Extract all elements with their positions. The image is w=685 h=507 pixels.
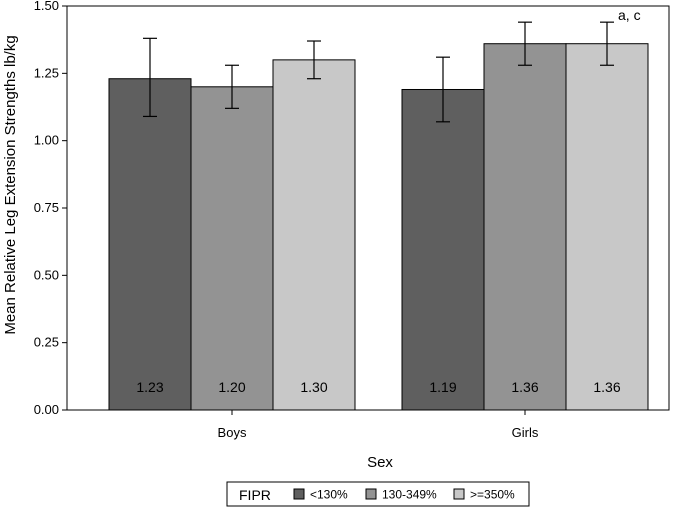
- x-axis: Boys Girls: [218, 410, 539, 440]
- y-tick-label: 0.50: [34, 267, 59, 282]
- y-axis-title: Mean Relative Leg Extension Strengths lb…: [2, 35, 19, 334]
- y-tick-label: 1.50: [34, 0, 59, 13]
- bar: [565, 43, 649, 411]
- y-tick-label: 0.75: [34, 200, 59, 215]
- plot-area: 1.23 1.20 1.30 1.19 1.36 1.36 a, c: [66, 5, 670, 411]
- x-tick-label: Girls: [512, 425, 539, 440]
- y-axis: 0.00 0.25 0.50 0.75 1.00 1.25 1.50: [34, 0, 67, 417]
- bar-value-label: 1.36: [593, 379, 620, 395]
- legend-label: <130%: [310, 488, 348, 502]
- legend-label: 130-349%: [382, 488, 437, 502]
- y-tick-label: 0.00: [34, 402, 59, 417]
- bar-value-label: 1.30: [300, 379, 327, 395]
- bar-value-label: 1.19: [429, 379, 456, 395]
- legend-swatch: [365, 488, 377, 500]
- legend-label: >=350%: [470, 488, 515, 502]
- legend-title: FIPR: [239, 487, 271, 503]
- x-tick-label: Boys: [218, 425, 247, 440]
- significance-annotation: a, c: [618, 7, 641, 23]
- bar-value-label: 1.20: [218, 379, 245, 395]
- bar: [483, 43, 567, 411]
- y-tick-label: 1.00: [34, 133, 59, 148]
- bar: [190, 86, 274, 411]
- bar: [108, 78, 192, 411]
- y-tick-label: 1.25: [34, 65, 59, 80]
- legend-box: [226, 481, 530, 507]
- y-tick-label: 0.25: [34, 335, 59, 350]
- legend-swatch: [453, 488, 465, 500]
- x-axis-title: Sex: [367, 454, 393, 471]
- bar-value-label: 1.36: [511, 379, 538, 395]
- bar: [272, 59, 356, 411]
- bar-value-label: 1.23: [136, 379, 163, 395]
- legend: FIPR <130% 130-349% >=350%: [226, 481, 530, 507]
- legend-swatch: [293, 488, 305, 500]
- bar: [401, 88, 485, 411]
